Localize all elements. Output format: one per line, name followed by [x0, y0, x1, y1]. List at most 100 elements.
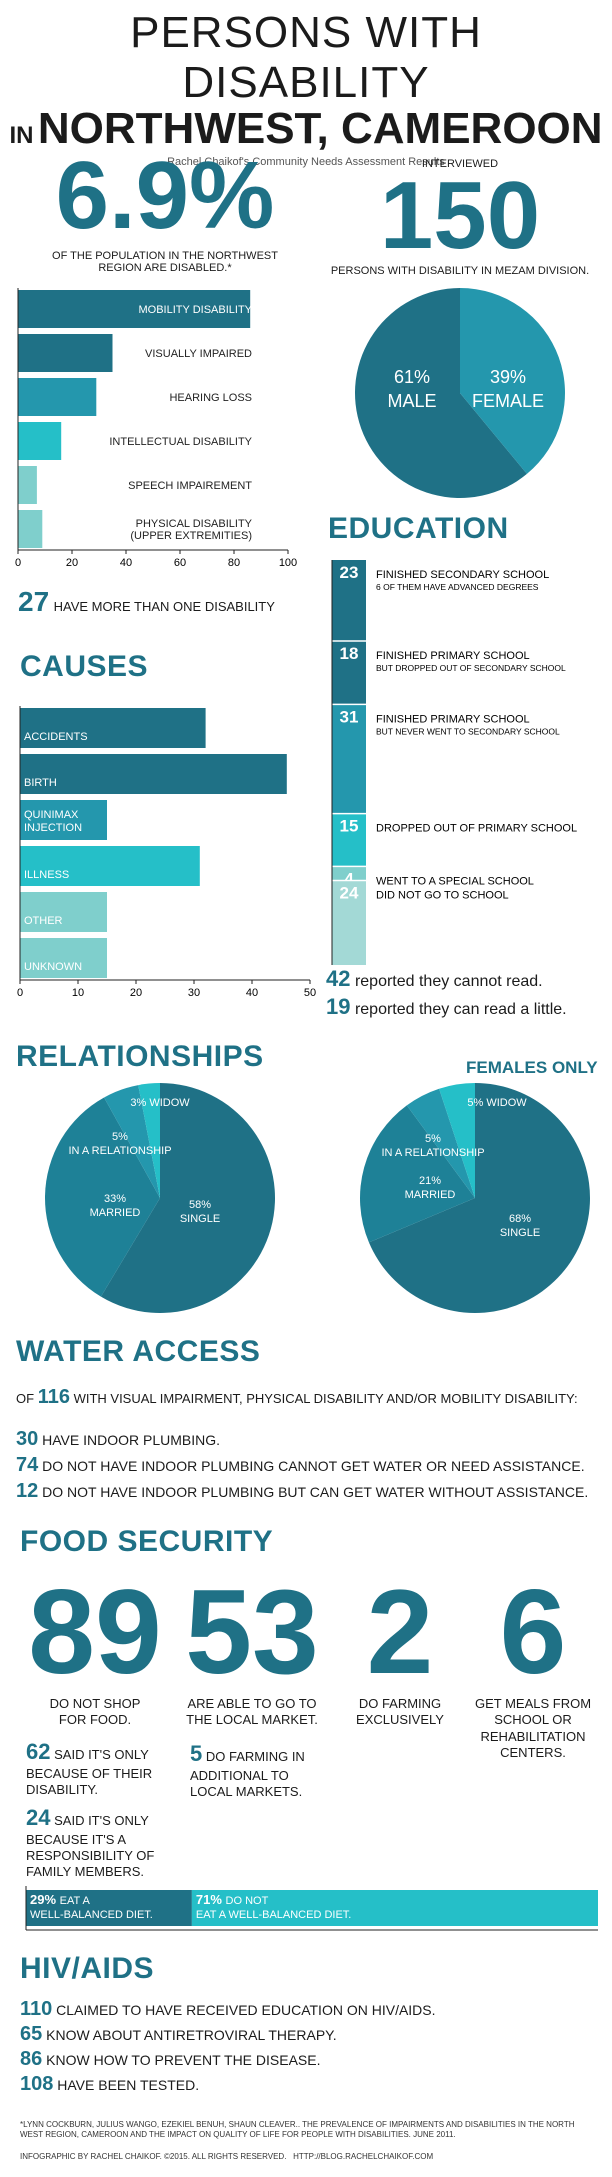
diet-segment-label: 29% EAT A WELL-BALANCED DIET.: [30, 1892, 153, 1921]
segment-value: 15: [340, 817, 359, 836]
pie-label: 21% MARRIED: [405, 1175, 456, 1201]
x-tick-label: 20: [66, 557, 78, 569]
reading-text: reported they can read a little.: [354, 1001, 567, 1018]
hiv-item-text: HAVE BEEN TESTED.: [57, 2077, 200, 2093]
stack-segment: [332, 641, 366, 705]
bar-label: QUINIMAX INJECTION: [24, 809, 82, 834]
disability-bar-chart: MOBILITY DISABILITY VISUALLY IMPAIRED HEAR…: [15, 288, 297, 569]
bar-label: SPEECH IMPAIREMENT: [128, 480, 252, 492]
food-stat-text: DO NOT SHOP FOR FOOD.: [49, 1696, 141, 1728]
bar: [20, 846, 200, 886]
hiv-item: 65 KNOW ABOUT ANTIRETROVIRAL THERAPY.: [20, 2023, 436, 2046]
bar-label: ILLNESS: [24, 869, 69, 881]
pie-slice: [45, 1097, 160, 1297]
title-line2: NORTHWEST, CAMEROON: [37, 104, 603, 153]
food-sub-text: SAID IT'S ONLY BECAUSE OF THEIR DISABILI…: [26, 1747, 153, 1797]
pie-slice: [104, 1085, 160, 1198]
hiv-item-number: 110: [20, 1998, 53, 2020]
hiv-item-number: 108: [20, 2073, 54, 2095]
segment-note: 6 OF THEM HAVE ADVANCED DEGREES: [376, 582, 539, 592]
pie-label: 33% MARRIED: [90, 1193, 141, 1219]
pie-slice: [406, 1088, 475, 1198]
causes-bar-chart: ACCIDENTS BIRTH QUINIMAX INJECTION ILLNESS OT…: [17, 706, 316, 999]
interviewed-number: 150: [379, 162, 541, 269]
pie-label: 5% IN A RELATIONSHIP: [68, 1131, 171, 1157]
x-tick-label: 10: [72, 987, 84, 999]
interviewed-label: INTERVIEWED: [421, 158, 499, 170]
food-sub-number: 62: [26, 1739, 51, 1764]
food-sub-item: 24 SAID IT'S ONLY BECAUSE IT'S A RESPONS…: [26, 1804, 176, 1880]
food-stat-number: 6: [499, 1565, 567, 1699]
pie-label: 5% IN A RELATIONSHIP: [381, 1133, 484, 1159]
diet-segment: [26, 1890, 192, 1926]
subtitle: Rachel Chaikof's Community Needs Assessm…: [167, 156, 445, 168]
bar: [18, 334, 113, 372]
pie-slice: [355, 288, 527, 498]
x-tick-label: 50: [304, 987, 316, 999]
pie-value-label: 39%: [490, 367, 526, 387]
food-stat-text: DO FARMING EXCLUSIVELY: [356, 1696, 444, 1728]
x-tick-label: 0: [17, 987, 23, 999]
credit: INFOGRAPHIC BY RACHEL CHAIKOF. ©2015. AL…: [20, 2152, 434, 2161]
education-title: EDUCATION: [328, 512, 509, 545]
causes-title: CAUSES: [20, 650, 149, 683]
segment-value: 18: [340, 644, 359, 663]
water-item-text: HAVE INDOOR PLUMBING.: [42, 1432, 221, 1448]
stack-segment: [332, 880, 366, 965]
relationships-pie-chart: 58% SINGLE 33% MARRIED 5% IN A RELATIONSHIP 3%…: [45, 1083, 276, 1313]
food-sub-number: 5: [190, 1741, 203, 1766]
food-stat: 53 ARE ABLE TO GO TO THE LOCAL MARKET.: [172, 1572, 332, 1729]
pie-slice: [460, 288, 565, 474]
x-tick-label: 60: [174, 557, 186, 569]
segment-value: 31: [340, 707, 359, 726]
food-sub-item: 5 DO FARMING IN ADDITIONAL TO LOCAL MARK…: [190, 1740, 330, 1800]
water-intro-pre: OF: [16, 1391, 35, 1406]
reading-number: 42: [326, 966, 351, 991]
pie-slice: [360, 1105, 475, 1243]
x-tick-label: 40: [246, 987, 258, 999]
x-tick-label: 80: [228, 557, 240, 569]
water-item-number: 74: [16, 1454, 39, 1476]
bar-label: INTELLECTUAL DISABILITY: [109, 436, 252, 448]
food-sub-text: SAID IT'S ONLY BECAUSE IT'S A RESPONSIBI…: [26, 1813, 155, 1879]
food-stat: 89 DO NOT SHOP FOR FOOD.: [20, 1572, 170, 1729]
x-tick-label: 40: [120, 557, 132, 569]
water-intro-number: 116: [37, 1386, 70, 1408]
bar: [18, 290, 251, 328]
hiv-item-number: 65: [20, 2023, 43, 2045]
population-percent: 6.9%: [55, 142, 275, 249]
food-stat-text: ARE ABLE TO GO TO THE LOCAL MARKET.: [186, 1696, 318, 1728]
food-stat-number: 2: [366, 1565, 434, 1699]
bar: [20, 938, 107, 978]
bar: [18, 378, 97, 416]
pie-label: 58% SINGLE: [180, 1199, 220, 1225]
bar: [20, 892, 107, 932]
food-stat-text: GET MEALS FROM SCHOOL OR REHABILITATION …: [474, 1696, 592, 1760]
bar-label: OTHER: [24, 915, 63, 927]
bar: [18, 510, 43, 548]
hiv-item: 86 KNOW HOW TO PREVENT THE DISEASE.: [20, 2048, 436, 2071]
bar-label: BIRTH: [24, 777, 57, 789]
x-tick-label: 30: [188, 987, 200, 999]
hiv-item-text: KNOW ABOUT ANTIRETROVIRAL THERAPY.: [46, 2027, 337, 2043]
reading-item: 19 reported they can read a little.: [326, 994, 567, 1020]
x-tick-label: 100: [279, 557, 297, 569]
diet-segment: [191, 1890, 598, 1926]
stack-segment: [332, 813, 366, 867]
segment-value: 23: [340, 563, 359, 582]
stack-segment: [332, 560, 366, 641]
segment-value: 4: [344, 869, 354, 888]
food-stat-number: 53: [185, 1565, 319, 1699]
segment-label: WENT TO A SPECIAL SCHOOL: [376, 875, 534, 887]
pie-slice: [368, 1083, 590, 1313]
gender-pie-chart: 61% MALE 39% FEMALE: [355, 288, 565, 498]
pie-label: 5% WIDOW: [467, 1097, 527, 1109]
bar-label: MOBILITY DISABILITY: [139, 304, 253, 316]
segment-label: DROPPED OUT OF PRIMARY SCHOOL: [376, 823, 577, 835]
x-tick-label: 0: [15, 557, 21, 569]
diet-segment-label: 71% DO NOT EAT A WELL-BALANCED DIET.: [196, 1892, 351, 1921]
bar: [18, 422, 62, 460]
segment-note: BUT NEVER WENT TO SECONDARY SCHOOL: [376, 726, 560, 736]
segment-note: BUT DROPPED OUT OF SECONDARY SCHOOL: [376, 663, 566, 673]
